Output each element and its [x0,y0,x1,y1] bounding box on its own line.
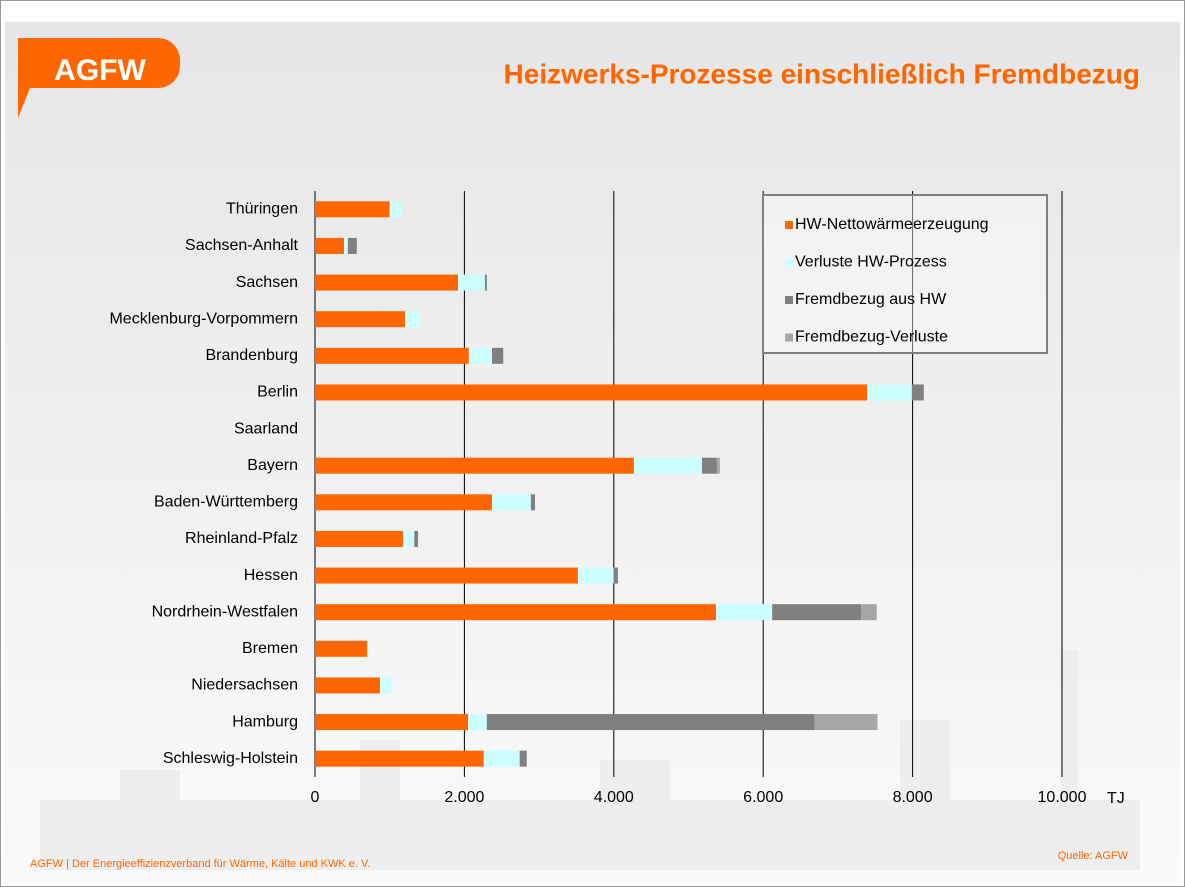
bar-segment [315,714,469,731]
bar-segment [577,567,614,584]
legend-box [762,194,1048,354]
y-tick-label: Sachsen-Anhalt [185,237,299,254]
legend-swatch [785,333,793,342]
y-tick-label: Nordrhein-Westfalen [152,603,298,620]
bar-segment [367,640,370,657]
y-tick-label: Hamburg [232,713,298,730]
y-tick-label: Bayern [247,457,298,474]
bar-segment [814,714,878,731]
bar-segment [315,750,484,767]
x-axis-label: TJ [1107,790,1125,807]
y-tick-label: Mecklenburg-Vorpommern [109,310,298,327]
bar-segment [315,604,717,621]
y-tick-label: Bremen [242,640,298,657]
bar-segment [468,347,493,364]
y-tick-label: Brandenburg [205,347,298,364]
bar-segment [633,457,702,474]
bar-segment [315,677,380,694]
legend-label: Fremdbezug aus HW [795,291,947,308]
x-tick-label: 2.000 [444,789,484,806]
x-tick-label: 8.000 [893,789,933,806]
background [5,22,1180,882]
y-tick-label: Thüringen [226,201,298,218]
legend-swatch [785,258,793,267]
logo-text: AGFW [54,54,146,87]
bar-segment [315,640,368,657]
y-tick-label: Sachsen [236,274,298,291]
bar-segment [315,567,578,584]
y-tick-label: Saarland [234,420,298,437]
y-tick-label: Hessen [244,567,298,584]
bar-segment [519,750,527,767]
bar-segment [458,274,485,291]
bar-segment [867,384,912,401]
bar-segment [315,201,390,218]
skyline [40,650,1140,870]
x-tick-label: 10.000 [1038,789,1087,806]
bar-segment [486,714,815,731]
bar-segment [716,604,773,621]
bar-segment [492,494,531,511]
bar-segment [483,750,520,767]
bar-segment [315,237,345,254]
bar-segment [772,604,862,621]
y-tick-label: Niedersachsen [191,677,298,694]
bar-segment [530,494,535,511]
legend-swatch [785,221,793,229]
bar-segment [405,311,420,328]
bar-segment [911,384,924,401]
bar-segment [389,201,401,218]
bar-segment [315,457,634,474]
bar-segment [315,384,868,401]
bar-segment [613,567,618,584]
bar-segment [414,530,419,547]
x-tick-label: 0 [311,789,320,806]
logo-badge [18,38,180,118]
bar-segment [347,237,357,254]
bar-segment [716,457,720,474]
y-tick-label: Rheinland-Pfalz [185,530,298,547]
bar-segment [315,530,404,547]
footer-right: Quelle: AGFW [1058,850,1129,862]
y-tick-label: Berlin [257,384,298,401]
bar-segment [468,714,487,731]
bar-segment [403,530,415,547]
bar-segment [861,604,877,621]
bar-segment [315,274,459,291]
legend-label: Verluste HW-Prozess [795,254,947,271]
legend-label: Fremdbezug-Verluste [795,329,948,346]
bar-segment [315,347,469,364]
legend-label: HW-Nettowärmeerzeugung [795,216,989,233]
bar-segment [484,274,487,291]
x-tick-label: 4.000 [594,789,634,806]
bar-segment [492,347,504,364]
bar-segment [344,237,348,254]
chart-title: Heizwerks-Prozesse einschließlich Fremdb… [504,58,1140,89]
x-tick-label: 6.000 [743,789,783,806]
bar-segment [701,457,717,474]
y-tick-label: Schleswig-Holstein [163,750,298,767]
footer-left: AGFW | Der Energieeffizienzverband für W… [30,858,370,870]
bar-segment [379,677,392,694]
bar-segment [315,311,406,328]
y-tick-label: Baden-Württemberg [154,494,298,511]
bar-segment [315,494,493,511]
legend-swatch [785,296,793,304]
